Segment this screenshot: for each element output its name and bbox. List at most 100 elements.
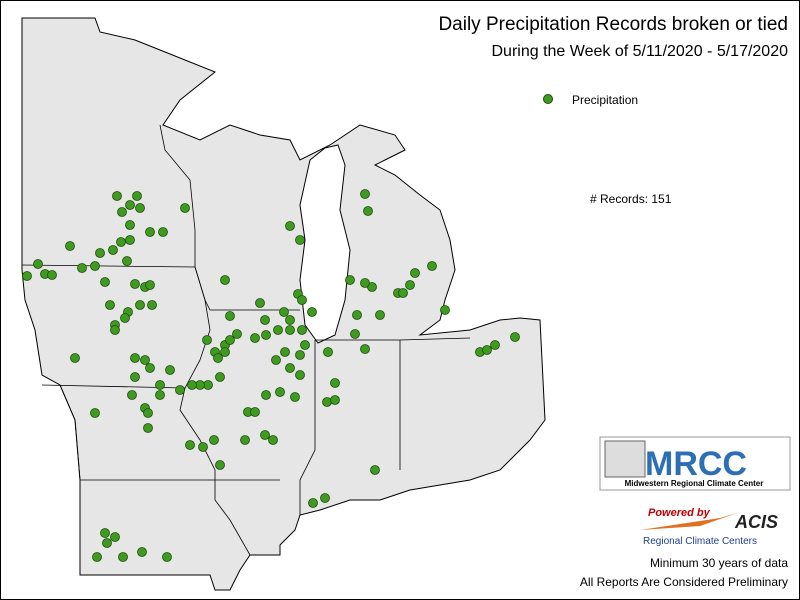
- record-dot: [279, 307, 289, 317]
- record-dot: [295, 370, 305, 380]
- record-dot: [110, 532, 120, 542]
- legend-marker: [543, 94, 553, 104]
- record-dot: [158, 227, 168, 237]
- record-dot: [125, 235, 135, 245]
- lake-michigan: [299, 144, 351, 344]
- record-dot: [285, 315, 295, 325]
- record-dot: [375, 310, 385, 320]
- record-dot: [427, 261, 437, 271]
- record-dot: [322, 397, 332, 407]
- record-dot: [143, 423, 153, 433]
- record-dot: [175, 385, 185, 395]
- footer-disclaimer: All Reports Are Considered Preliminary: [580, 575, 788, 589]
- record-dot: [70, 353, 80, 363]
- records-count: # Records: 151: [590, 192, 672, 206]
- record-dot: [130, 279, 140, 289]
- subtitle: During the Week of 5/11/2020 - 5/17/2020: [492, 43, 789, 60]
- record-dot: [232, 329, 242, 339]
- record-dot: [295, 235, 305, 245]
- record-dot: [261, 330, 271, 340]
- record-dot: [330, 378, 340, 388]
- record-dot: [307, 307, 317, 317]
- record-dot: [225, 335, 235, 345]
- record-dot: [240, 435, 250, 445]
- record-dot: [112, 191, 122, 201]
- record-dot: [482, 345, 492, 355]
- record-dot: [135, 203, 145, 213]
- record-dot: [135, 300, 145, 310]
- record-dot: [155, 380, 165, 390]
- record-dot: [130, 372, 140, 382]
- record-dot: [125, 200, 135, 210]
- record-dot: [110, 325, 120, 335]
- land: [21, 17, 546, 591]
- record-dot: [308, 498, 318, 508]
- record-dot: [100, 528, 110, 538]
- record-dot: [220, 347, 230, 357]
- record-dot: [145, 227, 155, 237]
- mrcc-text: MRCC: [645, 445, 747, 483]
- record-dot: [145, 280, 155, 290]
- record-dot: [261, 390, 271, 400]
- record-dots: [22, 189, 520, 562]
- record-dot: [410, 268, 420, 278]
- records-label: # Records:: [590, 192, 648, 206]
- record-dot: [345, 275, 355, 285]
- record-dot: [215, 460, 225, 470]
- record-dot: [102, 538, 112, 548]
- record-dot: [350, 329, 360, 339]
- record-dot: [100, 277, 110, 287]
- record-dot: [180, 203, 190, 213]
- record-dot: [47, 270, 57, 280]
- mrcc-logo: MRCC Midwestern Regional Climate Center: [599, 436, 791, 491]
- record-dot: [323, 347, 333, 357]
- record-dot: [290, 392, 300, 402]
- record-dot: [155, 390, 165, 400]
- record-dot: [130, 353, 140, 363]
- record-dot: [187, 380, 197, 390]
- record-dot: [105, 300, 115, 310]
- record-dot: [95, 248, 105, 258]
- record-dot: [127, 390, 137, 400]
- record-dot: [363, 206, 373, 216]
- record-dot: [122, 256, 132, 266]
- record-dot: [213, 353, 223, 363]
- mrcc-map-icon: [604, 440, 646, 478]
- record-dot: [250, 407, 260, 417]
- record-dot: [220, 275, 230, 285]
- record-dot: [440, 305, 450, 315]
- record-dot: [116, 237, 126, 247]
- record-dot: [209, 435, 219, 445]
- record-dot: [295, 350, 305, 360]
- record-dot: [360, 278, 370, 288]
- record-dot: [215, 372, 225, 382]
- record-dot: [117, 207, 127, 217]
- record-dot: [275, 387, 285, 397]
- record-dot: [510, 332, 520, 342]
- record-dot: [398, 288, 408, 298]
- record-dot: [320, 493, 330, 503]
- footer-note: Minimum 30 years of data: [650, 556, 788, 570]
- record-dot: [225, 311, 235, 321]
- acis-text: ACIS: [734, 512, 778, 532]
- record-dot: [132, 191, 142, 201]
- record-dot: [260, 430, 270, 440]
- record-dot: [273, 325, 283, 335]
- record-dot: [77, 263, 87, 273]
- record-dot: [370, 465, 380, 475]
- record-dot: [280, 347, 290, 357]
- acis-logo: Powered by ACIS Regional Climate Centers: [640, 507, 778, 547]
- record-dot: [260, 315, 270, 325]
- record-dot: [65, 241, 75, 251]
- record-dot: [198, 442, 208, 452]
- record-dot: [120, 313, 130, 323]
- record-dot: [90, 261, 100, 271]
- record-dot: [165, 365, 175, 375]
- record-dot: [255, 298, 265, 308]
- record-dot: [360, 344, 370, 354]
- record-dot: [285, 325, 295, 335]
- record-dot: [92, 552, 102, 562]
- record-dot: [33, 259, 43, 269]
- record-dot: [125, 220, 135, 230]
